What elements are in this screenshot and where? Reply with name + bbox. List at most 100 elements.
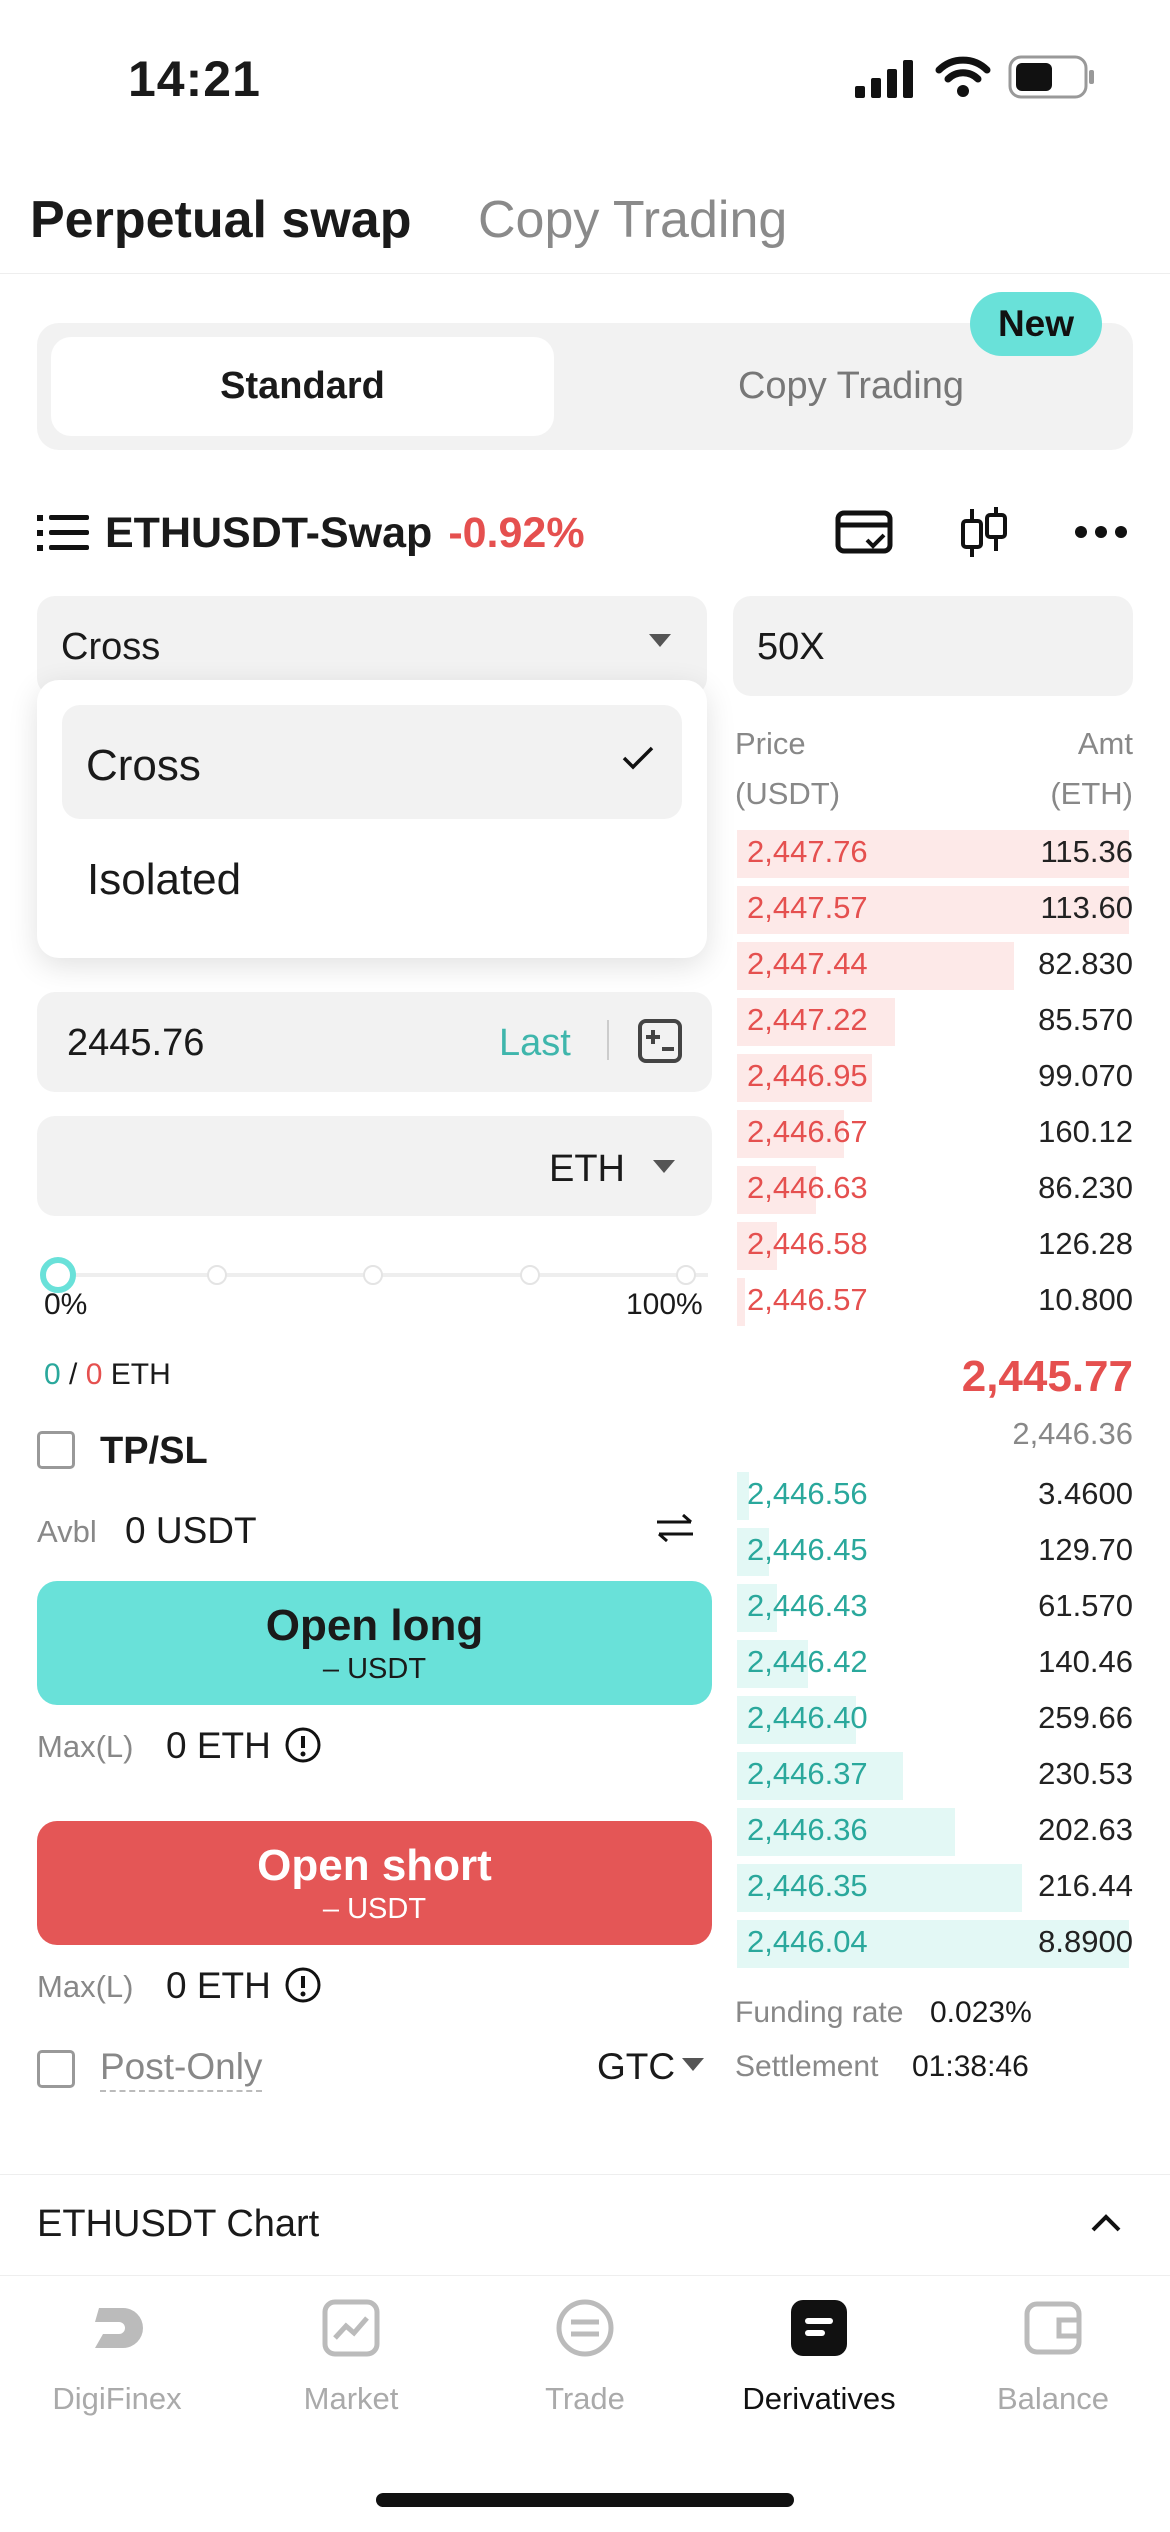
last-price: 2,445.77 [961, 1352, 1133, 1401]
orderbook-row[interactable]: 2,446.58 126.28 [737, 1218, 1133, 1274]
pair-header: ETHUSDT-Swap -0.92% [37, 498, 585, 568]
caret-down-icon[interactable] [653, 1160, 675, 1174]
nav-balance[interactable]: Balance [936, 2296, 1170, 2417]
orderbook-amount: 8.8900 [1038, 1924, 1133, 1959]
card-check-icon[interactable] [835, 510, 893, 556]
slider-track [58, 1273, 708, 1277]
open-short-button[interactable]: Open short – USDT [37, 1821, 712, 1945]
last-price-button[interactable]: Last [499, 1022, 571, 1064]
nav-label: Balance [996, 2381, 1110, 2416]
nav-derivatives[interactable]: Derivatives [702, 2296, 936, 2417]
tpsl-checkbox[interactable] [37, 1431, 75, 1469]
tpsl-label[interactable]: TP/SL [100, 1430, 208, 1472]
max-long-label: Max(L) [37, 1729, 134, 1764]
orderbook-row[interactable]: 2,446.57 10.800 [737, 1274, 1133, 1330]
option-isolated[interactable]: Isolated [87, 855, 242, 904]
mode-standard[interactable]: Standard [51, 337, 554, 436]
orderbook-row[interactable]: 2,447.57 113.60 [737, 882, 1133, 938]
orderbook-price: 2,446.04 [747, 1924, 868, 1959]
pair-name[interactable]: ETHUSDT-Swap [105, 508, 433, 557]
caret-down-icon[interactable] [682, 2058, 704, 2072]
transfer-icon[interactable] [655, 1514, 695, 1542]
time-in-force[interactable]: GTC [597, 2046, 676, 2087]
leverage-value: 50X [757, 626, 825, 668]
orderbook-row[interactable]: 2,446.63 86.230 [737, 1162, 1133, 1218]
orderbook-price: 2,446.95 [747, 1058, 868, 1093]
post-only-checkbox[interactable] [37, 2050, 75, 2088]
calculator-icon[interactable] [637, 1018, 683, 1064]
position-unit: ETH [110, 1358, 171, 1391]
slider-mark[interactable] [520, 1265, 540, 1285]
orderbook-row[interactable]: 2,447.44 82.830 [737, 938, 1133, 994]
depth-bar [737, 1472, 749, 1520]
home-indicator[interactable] [376, 2493, 794, 2507]
nav-trade[interactable]: Trade [468, 2296, 702, 2417]
orderbook-amount: 86.230 [1038, 1170, 1133, 1205]
open-long-button[interactable]: Open long – USDT [37, 1581, 712, 1705]
orderbook-row[interactable]: 2,446.04 8.8900 [737, 1916, 1133, 1972]
more-icon[interactable] [1074, 525, 1128, 539]
orderbook-price: 2,447.76 [747, 834, 868, 869]
amount-slider[interactable] [40, 1255, 708, 1295]
depth-bar [737, 1696, 856, 1744]
nav-market[interactable]: Market [234, 2296, 468, 2417]
slider-mark[interactable] [207, 1265, 227, 1285]
orderbook-row[interactable]: 2,446.35 216.44 [737, 1860, 1133, 1916]
orderbook-row[interactable]: 2,446.37 230.53 [737, 1748, 1133, 1804]
option-cross[interactable]: Cross [62, 705, 682, 819]
slider-mark[interactable] [676, 1265, 696, 1285]
position-long: 0 [44, 1358, 61, 1391]
leverage-select[interactable]: 50X [733, 596, 1133, 696]
trade-icon [556, 2299, 614, 2357]
new-badge: New [970, 292, 1102, 356]
orderbook-amount: 140.46 [1038, 1644, 1133, 1679]
amount-input[interactable]: ETH [37, 1116, 712, 1216]
orderbook-row[interactable]: 2,446.56 3.4600 [737, 1468, 1133, 1524]
orderbook-row[interactable]: 2,446.67 160.12 [737, 1106, 1133, 1162]
depth-bar [737, 886, 1130, 934]
orderbook-row[interactable]: 2,446.42 140.46 [737, 1636, 1133, 1692]
orderbook-row[interactable]: 2,446.40 259.66 [737, 1692, 1133, 1748]
candlestick-icon[interactable] [958, 505, 1010, 561]
orderbook-row[interactable]: 2,446.45 129.70 [737, 1524, 1133, 1580]
settlement-label: Settlement [735, 2050, 879, 2083]
funding-rate-label: Funding rate [735, 1996, 904, 2029]
amount-unit[interactable]: ETH [549, 1148, 625, 1190]
depth-bar [737, 1640, 809, 1688]
orderbook-amount: 230.53 [1038, 1756, 1133, 1791]
open-short-label: Open short [257, 1840, 492, 1890]
orderbook-amount: 216.44 [1038, 1868, 1133, 1903]
info-icon[interactable] [284, 1726, 322, 1764]
chevron-up-icon[interactable] [1090, 2213, 1122, 2233]
margin-mode-select[interactable]: Cross [37, 596, 707, 696]
slider-thumb[interactable] [40, 1257, 76, 1293]
depth-bar [737, 1528, 769, 1576]
tab-copy-trading[interactable]: Copy Trading [478, 191, 788, 249]
slider-mark[interactable] [363, 1265, 383, 1285]
mode-copy-trading[interactable]: Copy Trading [737, 365, 964, 407]
orderbook-amount: 202.63 [1038, 1812, 1133, 1847]
orderbook-price: 2,446.37 [747, 1756, 868, 1791]
orderbook-row[interactable]: 2,447.22 85.570 [737, 994, 1133, 1050]
orderbook-row[interactable]: 2,446.95 99.070 [737, 1050, 1133, 1106]
orderbook-price: 2,446.36 [747, 1812, 868, 1847]
tab-perpetual-swap[interactable]: Perpetual swap [30, 191, 412, 249]
price-input[interactable]: 2445.76 Last [37, 992, 712, 1092]
nav-label: Trade [545, 2381, 625, 2416]
slider-min-label: 0% [44, 1288, 88, 1321]
post-only-label[interactable]: Post-Only [100, 2046, 263, 2092]
orderbook-amount: 85.570 [1038, 1002, 1133, 1037]
margin-mode-dropdown: Cross Isolated [37, 680, 707, 958]
orderbook-row[interactable]: 2,446.43 61.570 [737, 1580, 1133, 1636]
menu-icon[interactable] [37, 513, 89, 553]
orderbook-amount: 126.28 [1038, 1226, 1133, 1261]
info-icon[interactable] [284, 1966, 322, 2004]
max-short-value: 0 ETH [166, 1965, 271, 2006]
max-long-value: 0 ETH [166, 1725, 271, 1766]
chart-section-header[interactable]: ETHUSDT Chart [0, 2174, 1170, 2274]
nav-digifinex[interactable]: DigiFinex [0, 2296, 234, 2417]
orderbook-row[interactable]: 2,447.76 115.36 [737, 826, 1133, 882]
orderbook-row[interactable]: 2,446.36 202.63 [737, 1804, 1133, 1860]
orderbook-amount: 115.36 [1040, 834, 1133, 869]
orderbook-amount: 160.12 [1038, 1114, 1133, 1149]
